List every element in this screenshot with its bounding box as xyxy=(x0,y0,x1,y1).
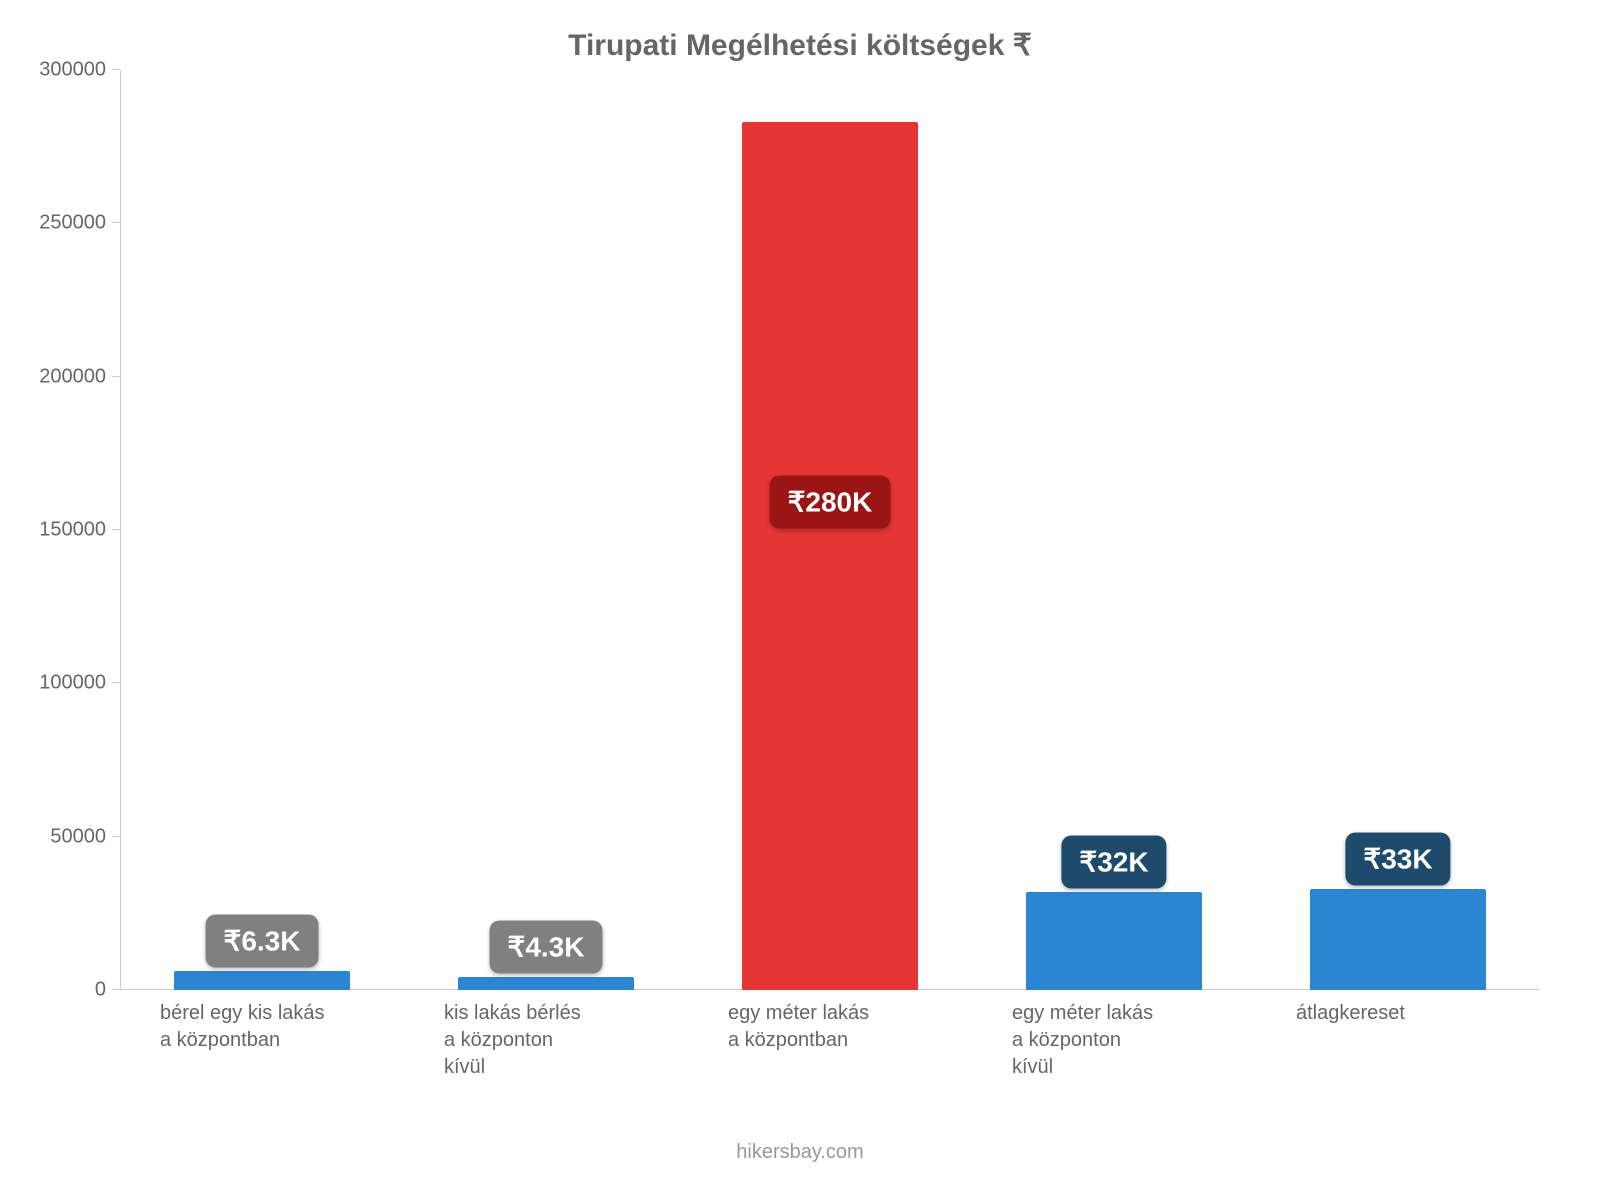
xlabel-slot: átlagkereset xyxy=(1256,1000,1540,1081)
chart-container: Tirupati Megélhetési költségek ₹ 0500001… xyxy=(0,0,1600,1200)
value-badge: ₹4.3K xyxy=(490,920,603,973)
x-axis-label: kis lakás bérlés a központon kívül xyxy=(444,1000,581,1081)
x-axis-label: bérel egy kis lakás a központban xyxy=(160,1000,325,1081)
xlabel-slot: kis lakás bérlés a központon kívül xyxy=(404,1000,688,1081)
x-labels-group: bérel egy kis lakás a központban kis laká… xyxy=(120,1000,1540,1081)
bar: ₹6.3K xyxy=(174,971,350,990)
bar-slot: ₹33K xyxy=(1256,70,1540,990)
ytick-label: 300000 xyxy=(39,59,106,82)
ytick-mark xyxy=(112,222,120,223)
x-axis-label: átlagkereset xyxy=(1296,1000,1405,1081)
bars-group: ₹6.3K ₹4.3K ₹280K ₹32K ₹33K xyxy=(120,70,1540,990)
value-badge: ₹32K xyxy=(1061,835,1166,888)
bar: ₹280K xyxy=(742,122,918,990)
xlabel-slot: egy méter lakás a központban xyxy=(688,1000,972,1081)
ytick-label: 150000 xyxy=(39,519,106,542)
value-badge: ₹6.3K xyxy=(206,914,319,967)
bar-slot: ₹4.3K xyxy=(404,70,688,990)
ytick-mark xyxy=(112,529,120,530)
ytick-label: 200000 xyxy=(39,365,106,388)
plot-area: 050000100000150000200000250000300000 ₹6.… xyxy=(120,70,1540,990)
ytick-label: 250000 xyxy=(39,212,106,235)
x-axis-label: egy méter lakás a központban xyxy=(728,1000,869,1081)
ytick-mark xyxy=(112,376,120,377)
value-badge: ₹33K xyxy=(1345,832,1450,885)
bar: ₹32K xyxy=(1026,892,1202,990)
xlabel-slot: bérel egy kis lakás a központban xyxy=(120,1000,404,1081)
ytick-mark xyxy=(112,69,120,70)
source-credit: hikersbay.com xyxy=(0,1141,1600,1164)
bar: ₹4.3K xyxy=(458,977,634,990)
bar-slot: ₹6.3K xyxy=(120,70,404,990)
x-axis-label: egy méter lakás a központon kívül xyxy=(1012,1000,1153,1081)
xlabel-slot: egy méter lakás a központon kívül xyxy=(972,1000,1256,1081)
ytick-mark xyxy=(112,836,120,837)
chart-title: Tirupati Megélhetési költségek ₹ xyxy=(0,28,1600,63)
ytick-label: 100000 xyxy=(39,672,106,695)
bar-slot: ₹32K xyxy=(972,70,1256,990)
ytick-mark xyxy=(112,989,120,990)
ytick-label: 0 xyxy=(95,979,106,1002)
value-badge: ₹280K xyxy=(770,476,891,529)
bar: ₹33K xyxy=(1310,889,1486,990)
ytick-label: 50000 xyxy=(50,825,106,848)
ytick-mark xyxy=(112,682,120,683)
bar-slot: ₹280K xyxy=(688,70,972,990)
